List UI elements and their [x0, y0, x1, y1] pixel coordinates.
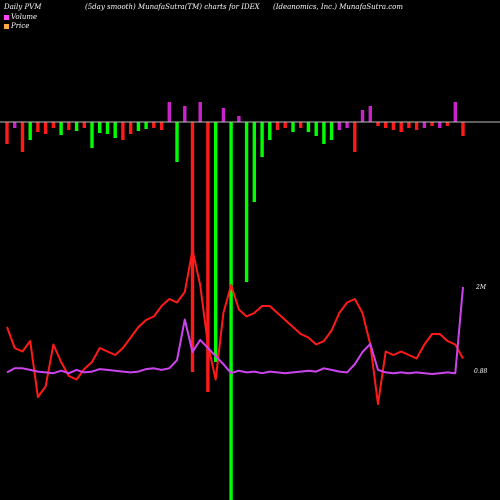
pvm-bar [13, 122, 17, 128]
pvm-bar [453, 102, 457, 122]
pvm-bar [129, 122, 133, 134]
pvm-bar [438, 122, 442, 128]
pvm-bar [183, 106, 187, 122]
pvm-bar [384, 122, 388, 128]
pvm-bar [445, 122, 450, 126]
legend-volume: Volume [4, 13, 37, 21]
chart-title-middle: (5day smooth) MunafaSutra(TM) charts for… [85, 3, 260, 11]
pvm-bar [43, 122, 48, 134]
pvm-bar [345, 122, 349, 128]
pvm-bar [152, 122, 156, 128]
pvm-bar [198, 102, 202, 122]
pvm-bar [51, 122, 56, 128]
pvm-bar [159, 122, 164, 130]
pvm-bar [407, 122, 411, 128]
pvm-bar [121, 122, 125, 140]
pvm-bar [283, 122, 287, 128]
pvm-bar [329, 122, 334, 140]
legend-price-swatch [4, 23, 9, 29]
chart-title-right: (Ideanomics, Inc.) MunafaSutra.com [273, 3, 403, 11]
pvm-bar [90, 122, 94, 148]
legend-volume-swatch [4, 14, 9, 20]
volume-low-label: 0.88 [474, 368, 488, 375]
pvm-bar [337, 122, 341, 130]
pvm-bar [360, 110, 365, 122]
legend-price-label: Price [11, 22, 30, 30]
pvm-bar [5, 122, 9, 144]
pvm-bar [461, 122, 465, 136]
pvm-bar [314, 122, 318, 136]
pvm-bar [67, 122, 71, 130]
pvm-bar [422, 122, 427, 128]
legend-price: Price [4, 22, 29, 30]
pvm-bar [268, 122, 272, 140]
pvm-bar [275, 122, 280, 130]
pvm-bar [399, 122, 403, 132]
pvm-bar [252, 122, 256, 202]
pvm-bar [59, 122, 63, 135]
pvm-bar [391, 122, 396, 130]
pvm-bar [368, 106, 372, 122]
pvm-bar [322, 122, 326, 144]
pvm-bars-group [5, 102, 465, 500]
pvm-bar [353, 122, 357, 152]
lines-group [6, 249, 464, 405]
pvm-bar [36, 122, 40, 132]
pvm-bar [136, 122, 141, 131]
pvm-bar [376, 122, 380, 126]
pvm-bar [221, 108, 226, 122]
pvm-bar [206, 122, 210, 392]
pvm-bar [299, 122, 303, 128]
pvm-bar [144, 122, 148, 129]
pvm-bar [237, 116, 241, 122]
price-line [6, 249, 464, 405]
pvm-bar [113, 122, 117, 138]
pvm-bar [98, 122, 102, 133]
legend-volume-label: Volume [11, 13, 38, 21]
pvm-bar [105, 122, 110, 134]
pvm-bar [190, 122, 195, 372]
chart-title-left: Daily PVM [4, 3, 42, 11]
pvm-bar [74, 122, 79, 131]
pvm-bar [82, 122, 86, 128]
volume-line [6, 286, 464, 375]
pvm-bar [20, 122, 25, 152]
pvm-bar [430, 122, 434, 126]
pvm-bar [260, 122, 264, 157]
pvm-bar [214, 122, 218, 362]
pvm-bar [244, 122, 249, 282]
pvm-bar [306, 122, 311, 132]
pvm-bar [175, 122, 179, 162]
pvm-bar [414, 122, 419, 130]
pvm-bar [167, 102, 171, 122]
pvm-bar [291, 122, 295, 132]
pvm-bar [28, 122, 32, 140]
pvm-bar [229, 122, 233, 500]
volume-high-label: 2M [476, 284, 486, 291]
